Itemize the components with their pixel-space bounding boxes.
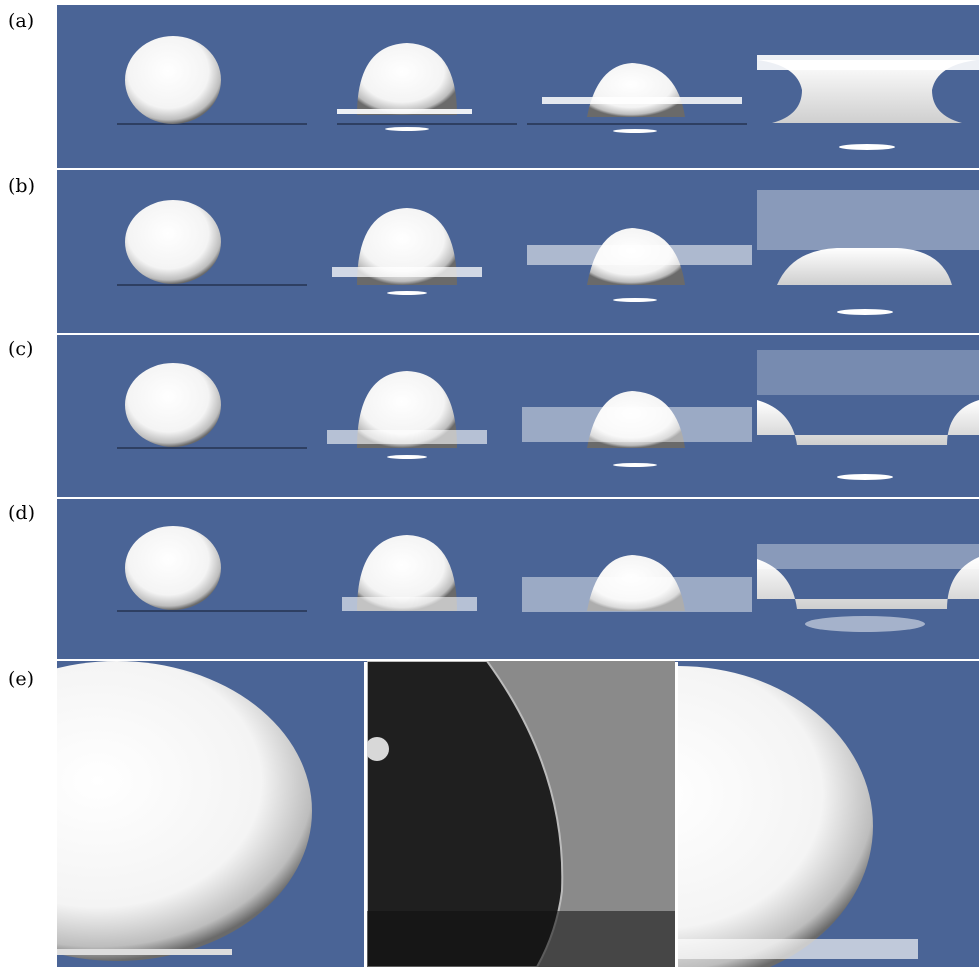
separator bbox=[57, 659, 979, 661]
row-label-e: (e) bbox=[8, 668, 35, 690]
panel-row-d bbox=[57, 499, 979, 662]
separator bbox=[57, 333, 979, 335]
drop-a2 bbox=[357, 43, 457, 115]
drop-c1 bbox=[125, 363, 221, 447]
panel-row-c bbox=[57, 335, 979, 498]
drop-e3 bbox=[678, 666, 873, 967]
panel-e-photo bbox=[367, 661, 675, 967]
crown-a4 bbox=[757, 60, 977, 123]
drop-b1 bbox=[125, 200, 221, 284]
drop-d2 bbox=[357, 535, 457, 611]
drop-e1 bbox=[57, 661, 312, 961]
row-label-d: (d) bbox=[8, 502, 35, 524]
row-label-c: (c) bbox=[8, 338, 34, 360]
separator bbox=[57, 497, 979, 499]
drop-a3 bbox=[587, 63, 685, 117]
drop-c2 bbox=[357, 371, 457, 448]
crown-b4 bbox=[777, 248, 952, 285]
row-label-b: (b) bbox=[8, 175, 35, 197]
panel-e-right bbox=[678, 661, 979, 967]
drop-b2 bbox=[357, 208, 457, 285]
separator bbox=[57, 168, 979, 170]
row-label-a: (a) bbox=[8, 10, 35, 32]
drop-a1 bbox=[125, 36, 221, 124]
crown-c4 bbox=[757, 400, 979, 445]
drop-d1 bbox=[125, 526, 221, 610]
panel-row-a bbox=[57, 5, 979, 168]
drop-d3 bbox=[587, 555, 685, 611]
drop-c3 bbox=[587, 391, 685, 448]
panel-e-left bbox=[57, 661, 364, 967]
panel-row-b bbox=[57, 170, 979, 333]
